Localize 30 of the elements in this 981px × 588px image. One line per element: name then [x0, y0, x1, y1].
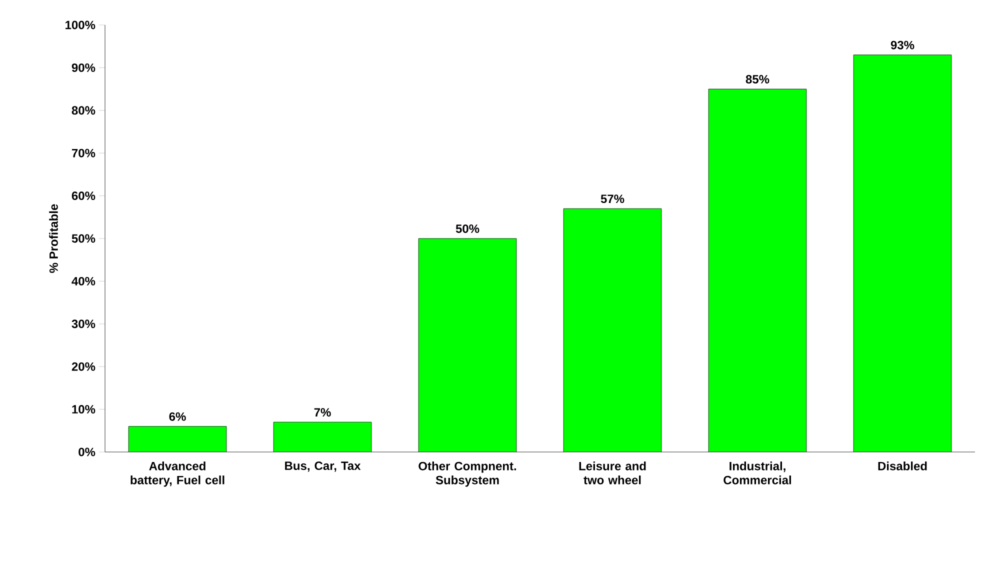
- x-tick-label: Disabled: [878, 462, 927, 470]
- y-tick-label: 70%: [72, 148, 96, 158]
- bar: [708, 89, 806, 452]
- data-label: 6%: [169, 412, 186, 421]
- data-label: 7%: [314, 408, 331, 417]
- data-label: 85%: [746, 75, 770, 84]
- y-tick-label: 30%: [72, 320, 96, 328]
- x-tick-label: Industrial, Commercial: [724, 462, 791, 484]
- y-tick-label: 20%: [72, 362, 96, 371]
- x-tick-label: Bus, Car, Tax: [285, 462, 361, 472]
- y-tick-label: 80%: [72, 106, 96, 115]
- y-tick-label: 0%: [78, 448, 96, 456]
- x-tick-label: Other Compnent. Subsystem: [418, 462, 516, 487]
- y-tick-label: 90%: [72, 63, 96, 72]
- bar: [853, 54, 952, 452]
- y-tick-label: 40%: [72, 276, 96, 286]
- x-tick-label: Advanced battery, Fuel cell: [130, 462, 224, 487]
- data-label: 50%: [456, 224, 480, 233]
- data-label: 93%: [890, 40, 914, 50]
- y-tick-label: 10%: [72, 405, 96, 414]
- x-tick-label: Leisure and two wheel: [579, 462, 646, 484]
- bar: [418, 238, 516, 452]
- y-axis-title: % Profitable: [49, 204, 58, 273]
- y-tick-label: 50%: [72, 234, 96, 243]
- bar: [274, 422, 372, 452]
- y-tick-label: 100%: [66, 20, 96, 30]
- data-label: 57%: [600, 194, 624, 204]
- bar: [564, 208, 662, 452]
- y-tick-label: 60%: [72, 192, 96, 200]
- bar: [128, 426, 226, 452]
